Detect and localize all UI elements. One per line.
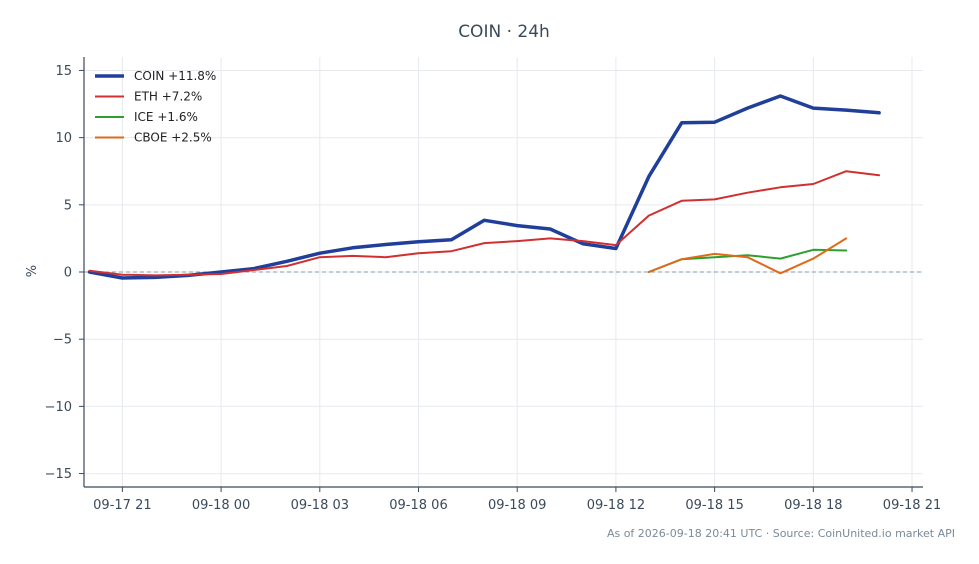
- legend-label-eth: ETH +7.2%: [134, 90, 202, 104]
- x-tick-label: 09-17 21: [93, 498, 151, 513]
- x-tick-label: 09-18 12: [587, 498, 645, 513]
- y-axis-label: %: [25, 265, 40, 277]
- chart-title: COIN · 24h: [458, 22, 550, 42]
- legend: COIN +11.8% ETH +7.2% ICE +1.6% CBOE +2.5%: [95, 69, 216, 145]
- y-tick-label: 0: [64, 266, 72, 281]
- legend-label-cboe: CBOE +2.5%: [134, 131, 212, 145]
- y-tick-label: 15: [55, 64, 72, 79]
- x-axis-ticks: 09-17 21 09-18 00 09-18 03 09-18 06 09-18 09…: [93, 487, 941, 513]
- series-line-cboe: [647, 237, 848, 275]
- x-tick-label: 09-18 03: [291, 498, 349, 513]
- x-tick-label: 09-18 00: [192, 498, 250, 513]
- x-tick-label: 09-18 09: [488, 498, 546, 513]
- y-tick-label: −15: [45, 467, 72, 482]
- y-tick-label: 10: [55, 131, 72, 146]
- series-line-eth: [88, 170, 881, 277]
- x-tick-label: 09-18 15: [685, 498, 743, 513]
- footer-source: As of 2026-09-18 20:41 UTC · Source: Coi…: [607, 527, 955, 540]
- series-line-coin: [87, 94, 881, 280]
- x-tick-label: 09-18 21: [883, 498, 941, 513]
- x-tick-label: 09-18 18: [784, 498, 842, 513]
- legend-label-ice: ICE +1.6%: [134, 110, 198, 124]
- y-tick-label: 5: [64, 198, 72, 213]
- series-layer: [87, 94, 881, 280]
- legend-label-coin: COIN +11.8%: [134, 69, 216, 83]
- y-tick-label: −5: [53, 333, 72, 348]
- y-axis-ticks: 15 10 5 0 −5 −10 −15: [45, 64, 84, 482]
- y-tick-label: −10: [45, 400, 72, 415]
- x-tick-label: 09-18 06: [389, 498, 447, 513]
